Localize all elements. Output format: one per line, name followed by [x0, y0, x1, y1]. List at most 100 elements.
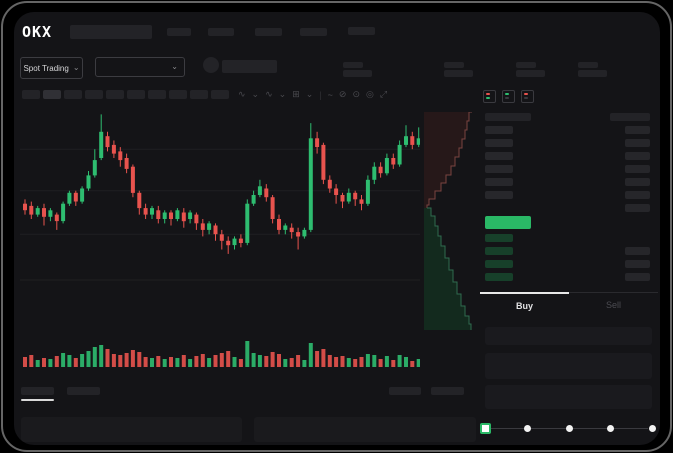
chevron-down-icon: ⌄: [171, 62, 178, 71]
bid-rows: [480, 231, 658, 283]
slider-stop[interactable]: [523, 425, 531, 432]
amount-bar-placeholder: [625, 125, 650, 134]
last-price-badge[interactable]: [485, 216, 531, 229]
chart-type-icon[interactable]: ∿: [238, 89, 246, 99]
slider-handle[interactable]: [480, 423, 491, 434]
amount-input-placeholder[interactable]: [485, 353, 652, 379]
line-tool-icon[interactable]: ~: [327, 89, 333, 100]
total-input-placeholder[interactable]: [485, 385, 652, 409]
orderbook-bids-icon[interactable]: [502, 90, 515, 103]
stat-value-placeholder: [516, 70, 545, 77]
slider-stop[interactable]: [565, 425, 573, 432]
settings-icon[interactable]: ◎: [365, 89, 374, 99]
ask-row[interactable]: [480, 175, 658, 188]
ask-row[interactable]: [480, 136, 658, 149]
chevron-down-icon[interactable]: ⌄: [251, 89, 260, 99]
price-bar-placeholder: [485, 272, 513, 281]
chevron-down-icon[interactable]: ⌄: [305, 89, 314, 99]
amount-bar-placeholder: [625, 246, 650, 255]
orderbook-header: [480, 108, 658, 123]
timeframe-button[interactable]: [106, 90, 124, 99]
orderbook-asks-icon[interactable]: [521, 90, 534, 103]
timeframe-button[interactable]: [43, 90, 61, 99]
price-bar-placeholder: [485, 246, 513, 255]
price-bar-placeholder: [485, 138, 513, 147]
amount-bar-placeholder: [625, 190, 650, 199]
indicators-icon[interactable]: ⊞: [292, 89, 300, 99]
orderbook-amount-header-placeholder: [610, 113, 650, 121]
ask-row[interactable]: [480, 201, 658, 214]
measure-tool-icon[interactable]: ⊘: [338, 89, 347, 99]
nav-search-placeholder[interactable]: [70, 25, 152, 39]
orders-table-placeholder: [21, 417, 242, 442]
price-bar-placeholder: [485, 259, 513, 268]
bid-row[interactable]: [480, 231, 658, 244]
bottom-action-placeholder[interactable]: [389, 387, 421, 395]
amount-bar-placeholder: [625, 272, 650, 281]
camera-icon[interactable]: ⊙: [352, 89, 360, 99]
nav-item-placeholder[interactable]: [348, 27, 375, 35]
volume-chart: [23, 341, 420, 367]
slider-stop[interactable]: [607, 425, 615, 432]
pair-selector-dropdown[interactable]: ⌄: [95, 57, 185, 77]
amount-bar-placeholder: [625, 259, 650, 268]
active-tab-underline: [21, 399, 54, 401]
overlay-icon[interactable]: ∿: [265, 89, 273, 99]
timeframe-button[interactable]: [211, 90, 229, 99]
tab-sell[interactable]: Sell: [605, 300, 621, 310]
amount-bar-placeholder: [625, 151, 650, 160]
fullscreen-icon[interactable]: ⤢: [379, 89, 388, 99]
price-bar-placeholder: [485, 177, 513, 186]
price-bar-placeholder: [485, 190, 513, 199]
amount-bar-placeholder: [625, 138, 650, 147]
amount-slider[interactable]: [480, 423, 656, 435]
price-bar-placeholder: [485, 125, 513, 134]
timeframe-button[interactable]: [169, 90, 187, 99]
timeframe-button[interactable]: [85, 90, 103, 99]
timeframe-button[interactable]: [148, 90, 166, 99]
stat-value-placeholder: [343, 70, 372, 77]
nav-item-placeholder[interactable]: [208, 28, 234, 36]
orderbook-all-icon[interactable]: [483, 90, 496, 103]
candlestick-chart[interactable]: [20, 110, 420, 328]
ask-row[interactable]: [480, 162, 658, 175]
timeframe-row: [22, 90, 229, 99]
market-type-label: Spot Trading: [23, 63, 69, 73]
amount-bar-placeholder: [625, 203, 650, 212]
bottom-tab-placeholder[interactable]: [21, 387, 54, 395]
tab-buy[interactable]: Buy: [480, 292, 569, 319]
ask-row[interactable]: [480, 188, 658, 201]
bid-row[interactable]: [480, 270, 658, 283]
nav-item-placeholder[interactable]: [300, 28, 327, 36]
chart-toolbar-icons: ∿ ⌄ ∿ ⌄ ⊞ ⌄ | ~ ⊘ ⊙ ◎ ⤢: [238, 88, 387, 101]
timeframe-button[interactable]: [127, 90, 145, 99]
ask-row[interactable]: [480, 123, 658, 136]
chevron-down-icon: ⌄: [72, 63, 80, 72]
timeframe-button[interactable]: [190, 90, 208, 99]
depth-chart: [424, 112, 472, 330]
price-input-placeholder[interactable]: [485, 327, 652, 345]
bid-row[interactable]: [480, 244, 658, 257]
chevron-down-icon[interactable]: ⌄: [278, 89, 287, 99]
ask-row[interactable]: [480, 149, 658, 162]
market-type-selector[interactable]: Spot Trading ⌄: [20, 57, 83, 79]
orders-table-placeholder: [254, 417, 476, 442]
stat-label-placeholder: [343, 62, 363, 68]
stat-value-placeholder: [444, 70, 473, 77]
bid-row[interactable]: [480, 257, 658, 270]
timeframe-button[interactable]: [22, 90, 40, 99]
stat-value-placeholder: [578, 70, 607, 77]
ask-rows: [480, 123, 658, 214]
toolbar-divider: |: [319, 89, 322, 100]
nav-item-placeholder[interactable]: [167, 28, 191, 36]
bottom-tab-placeholder[interactable]: [67, 387, 100, 395]
timeframe-button[interactable]: [64, 90, 82, 99]
pair-name-placeholder: [222, 60, 277, 73]
amount-bar-placeholder: [625, 177, 650, 186]
bottom-action-placeholder[interactable]: [431, 387, 464, 395]
app-window: OKX Spot Trading ⌄ ⌄ ∿ ⌄ ∿ ⌄ ⊞ ⌄ | ~ ⊘ ⊙ ◎ ⤢: [14, 12, 660, 445]
okx-logo: OKX: [22, 23, 53, 41]
slider-stop[interactable]: [649, 425, 656, 432]
nav-item-placeholder[interactable]: [255, 28, 282, 36]
